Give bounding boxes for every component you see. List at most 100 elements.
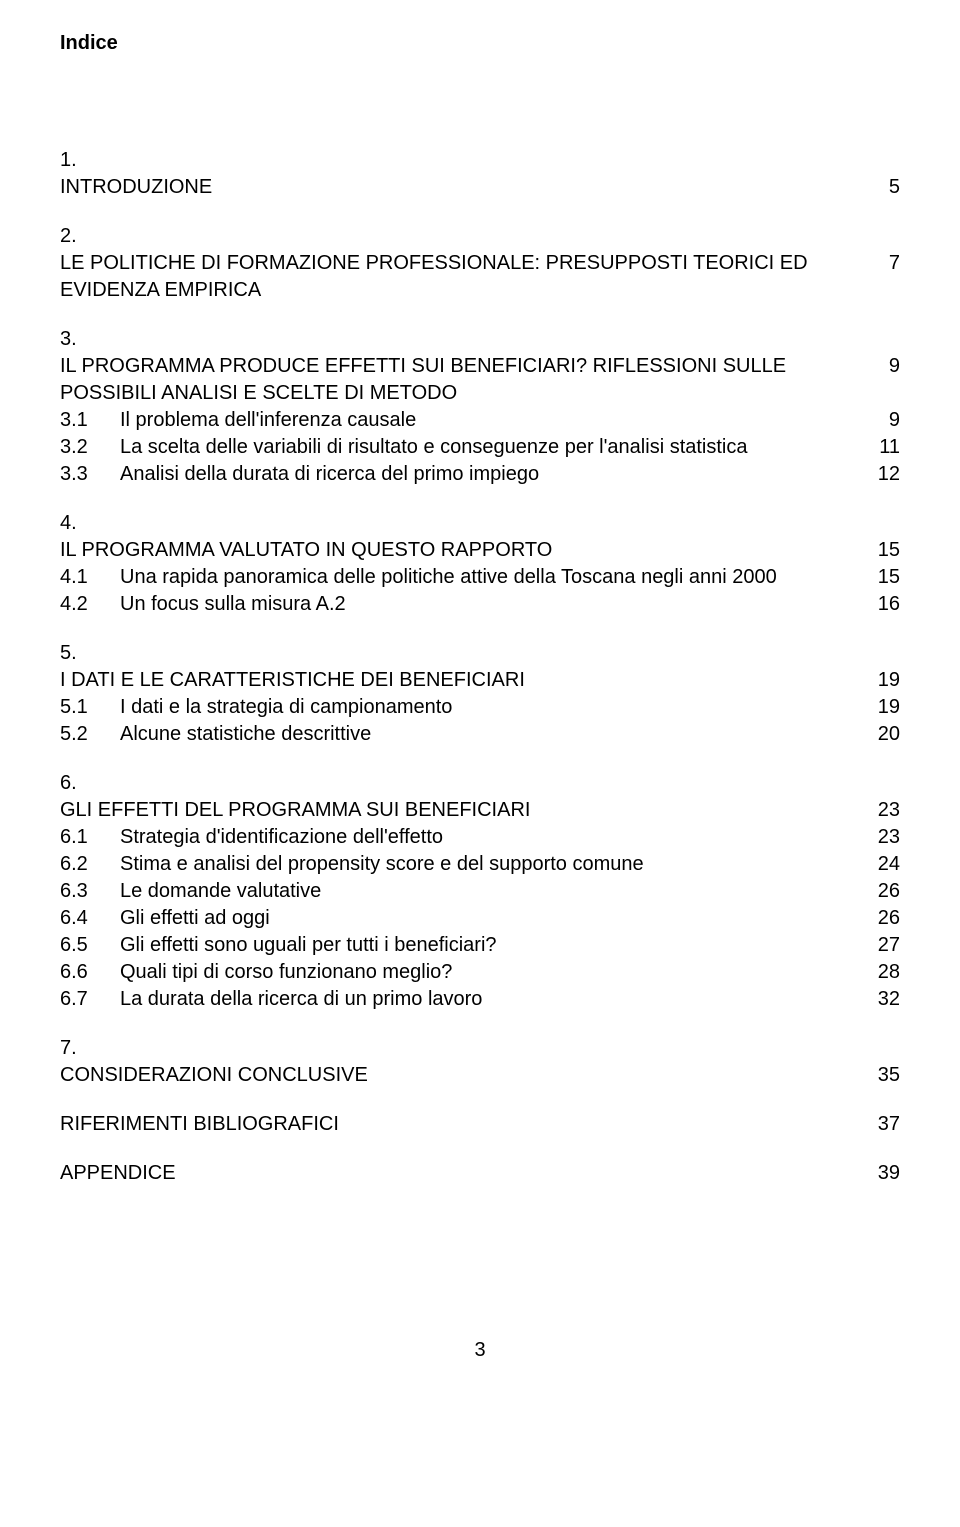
subsection-page: 28	[878, 959, 900, 986]
subsection-label: Analisi della durata di ricerca del prim…	[120, 461, 878, 488]
toc-section: 7.CONSIDERAZIONI CONCLUSIVE35	[60, 1035, 900, 1089]
subsection-page: 26	[878, 878, 900, 905]
subsection-label: I dati e la strategia di campionamento	[120, 694, 878, 721]
subsection-number: 6.7	[60, 986, 120, 1013]
toc-subsection: 3.3Analisi della durata di ricerca del p…	[60, 461, 900, 488]
toc-subsection: 6.7La durata della ricerca di un primo l…	[60, 986, 900, 1013]
subsection-label: Strategia d'identificazione dell'effetto	[120, 824, 878, 851]
subsection-label: Il problema dell'inferenza causale	[120, 407, 889, 434]
subsection-number: 5.1	[60, 694, 120, 721]
toc-subsection: 5.2Alcune statistiche descrittive20	[60, 721, 900, 748]
page-number: 3	[60, 1337, 900, 1364]
subsection-label: Le domande valutative	[120, 878, 878, 905]
section-number: 3.	[60, 326, 900, 353]
toc-subsection: 6.3Le domande valutative26	[60, 878, 900, 905]
subsection-page: 15	[878, 564, 900, 591]
subsection-number: 6.1	[60, 824, 120, 851]
section-heading: CONSIDERAZIONI CONCLUSIVE	[60, 1062, 878, 1089]
subsection-page: 12	[878, 461, 900, 488]
section-page: 19	[878, 667, 900, 694]
toc-subsection: 6.6Quali tipi di corso funzionano meglio…	[60, 959, 900, 986]
subsection-label: Quali tipi di corso funzionano meglio?	[120, 959, 878, 986]
subsection-label: Alcune statistiche descrittive	[120, 721, 878, 748]
toc-subsection: 5.1I dati e la strategia di campionament…	[60, 694, 900, 721]
subsection-page: 9	[889, 407, 900, 434]
toc-subsection: 4.1Una rapida panoramica delle politiche…	[60, 564, 900, 591]
subsection-number: 3.1	[60, 407, 120, 434]
section-page: 15	[878, 537, 900, 564]
subsection-number: 6.6	[60, 959, 120, 986]
subsection-label: Gli effetti sono uguali per tutti i bene…	[120, 932, 878, 959]
section-page: 7	[889, 250, 900, 277]
toc-section: 2.LE POLITICHE DI FORMAZIONE PROFESSIONA…	[60, 223, 900, 304]
section-number: 4.	[60, 510, 900, 537]
standalone-page: 37	[878, 1111, 900, 1138]
subsection-label: Una rapida panoramica delle politiche at…	[120, 564, 878, 591]
subsection-number: 3.3	[60, 461, 120, 488]
subsection-page: 26	[878, 905, 900, 932]
section-page: 23	[878, 797, 900, 824]
standalone-label: APPENDICE	[60, 1160, 878, 1187]
subsection-page: 11	[879, 434, 900, 461]
toc-subsection: 6.2Stima e analisi del propensity score …	[60, 851, 900, 878]
toc-section: 4.IL PROGRAMMA VALUTATO IN QUESTO RAPPOR…	[60, 510, 900, 618]
standalone-entry: RIFERIMENTI BIBLIOGRAFICI37	[60, 1111, 900, 1138]
subsection-page: 16	[878, 591, 900, 618]
subsection-page: 32	[878, 986, 900, 1013]
section-page: 35	[878, 1062, 900, 1089]
document-title: Indice	[60, 30, 900, 57]
standalone-entries: RIFERIMENTI BIBLIOGRAFICI37APPENDICE39	[60, 1111, 900, 1187]
subsection-page: 23	[878, 824, 900, 851]
toc-subsection: 6.5Gli effetti sono uguali per tutti i b…	[60, 932, 900, 959]
toc-subsection: 3.2La scelta delle variabili di risultat…	[60, 434, 900, 461]
subsection-label: La durata della ricerca di un primo lavo…	[120, 986, 878, 1013]
section-heading-row: IL PROGRAMMA VALUTATO IN QUESTO RAPPORTO…	[60, 537, 900, 564]
section-number: 6.	[60, 770, 900, 797]
section-heading: IL PROGRAMMA VALUTATO IN QUESTO RAPPORTO	[60, 537, 878, 564]
toc-section: 6.GLI EFFETTI DEL PROGRAMMA SUI BENEFICI…	[60, 770, 900, 1013]
toc-section: 5.I DATI E LE CARATTERISTICHE DEI BENEFI…	[60, 640, 900, 748]
subsection-number: 6.3	[60, 878, 120, 905]
subsection-label: Gli effetti ad oggi	[120, 905, 878, 932]
toc-section: 3.IL PROGRAMMA PRODUCE EFFETTI SUI BENEF…	[60, 326, 900, 488]
subsection-page: 19	[878, 694, 900, 721]
toc-subsection: 6.4Gli effetti ad oggi26	[60, 905, 900, 932]
section-heading: LE POLITICHE DI FORMAZIONE PROFESSIONALE…	[60, 250, 889, 304]
subsection-number: 6.2	[60, 851, 120, 878]
subsection-label: La scelta delle variabili di risultato e…	[120, 434, 879, 461]
section-number: 2.	[60, 223, 900, 250]
standalone-entry: APPENDICE39	[60, 1160, 900, 1187]
subsection-label: Stima e analisi del propensity score e d…	[120, 851, 878, 878]
toc-subsection: 4.2Un focus sulla misura A.216	[60, 591, 900, 618]
section-page: 5	[889, 174, 900, 201]
subsection-page: 27	[878, 932, 900, 959]
section-page: 9	[889, 353, 900, 380]
subsection-page: 20	[878, 721, 900, 748]
section-heading: IL PROGRAMMA PRODUCE EFFETTI SUI BENEFIC…	[60, 353, 889, 407]
subsection-page: 24	[878, 851, 900, 878]
section-heading-row: GLI EFFETTI DEL PROGRAMMA SUI BENEFICIAR…	[60, 797, 900, 824]
section-number: 1.	[60, 147, 900, 174]
subsection-number: 5.2	[60, 721, 120, 748]
section-heading: I DATI E LE CARATTERISTICHE DEI BENEFICI…	[60, 667, 878, 694]
subsection-number: 4.1	[60, 564, 120, 591]
standalone-label: RIFERIMENTI BIBLIOGRAFICI	[60, 1111, 878, 1138]
standalone-page: 39	[878, 1160, 900, 1187]
table-of-contents: 1.INTRODUZIONE5 2.LE POLITICHE DI FORMAZI…	[60, 147, 900, 1089]
section-heading: GLI EFFETTI DEL PROGRAMMA SUI BENEFICIAR…	[60, 797, 878, 824]
subsection-number: 6.4	[60, 905, 120, 932]
section-heading-row: CONSIDERAZIONI CONCLUSIVE35	[60, 1062, 900, 1089]
subsection-number: 6.5	[60, 932, 120, 959]
section-heading-row: LE POLITICHE DI FORMAZIONE PROFESSIONALE…	[60, 250, 900, 304]
section-heading-row: I DATI E LE CARATTERISTICHE DEI BENEFICI…	[60, 667, 900, 694]
section-number: 5.	[60, 640, 900, 667]
section-number: 7.	[60, 1035, 900, 1062]
toc-section: 1.INTRODUZIONE5	[60, 147, 900, 201]
subsection-number: 4.2	[60, 591, 120, 618]
section-heading-row: INTRODUZIONE5	[60, 174, 900, 201]
toc-subsection: 6.1Strategia d'identificazione dell'effe…	[60, 824, 900, 851]
section-heading: INTRODUZIONE	[60, 174, 889, 201]
toc-subsection: 3.1Il problema dell'inferenza causale9	[60, 407, 900, 434]
subsection-label: Un focus sulla misura A.2	[120, 591, 878, 618]
subsection-number: 3.2	[60, 434, 120, 461]
